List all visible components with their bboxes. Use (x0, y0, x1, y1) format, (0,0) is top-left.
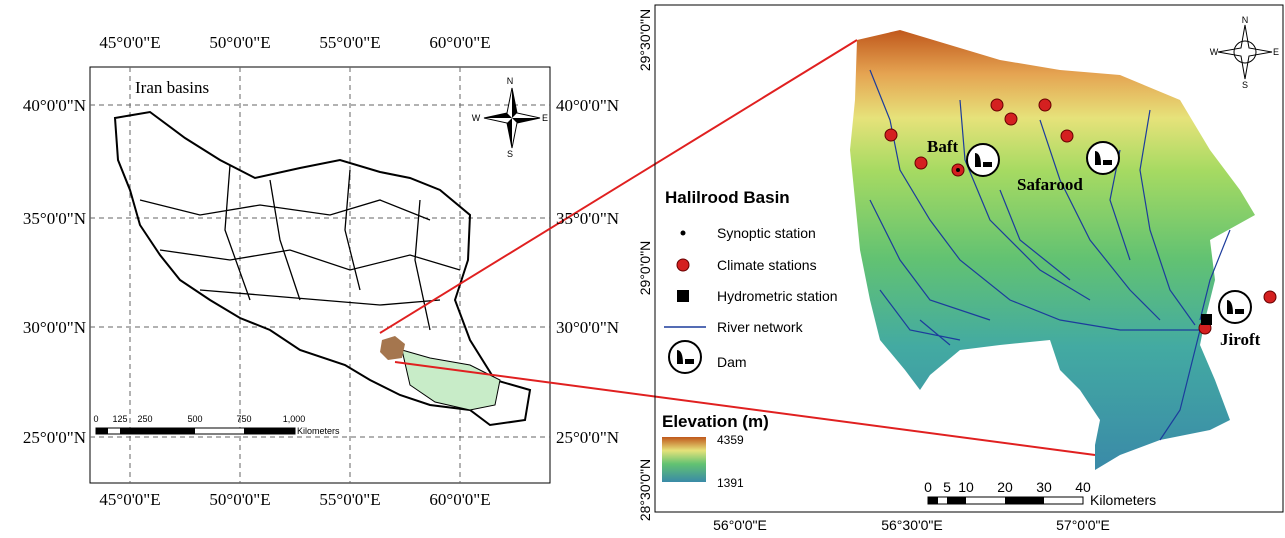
scale-segment (145, 428, 195, 434)
elevation-low: 1391 (717, 476, 744, 490)
legend-hydrometric (677, 290, 689, 302)
lat-label: 28°30'0"N (637, 459, 653, 521)
scale-label: 40 (1075, 479, 1091, 495)
left-frame (90, 67, 550, 483)
scale-segment (120, 428, 145, 434)
lon-label: 56°0'0"E (713, 517, 767, 533)
lat-label: 25°0'0"N (556, 428, 619, 447)
legend-synoptic (681, 231, 686, 236)
legend-title: Halilrood Basin (665, 188, 790, 207)
climate-station (1264, 291, 1276, 303)
lon-label: 55°0'0"E (319, 33, 380, 52)
scale-segment (96, 428, 108, 434)
scale-label: 500 (187, 414, 202, 424)
dam-icon (967, 144, 999, 176)
climate-station (915, 157, 927, 169)
lon-label: 50°0'0"E (209, 490, 270, 509)
place-label: Baft (927, 137, 959, 156)
lon-label: 45°0'0"E (99, 490, 160, 509)
legend-label: Dam (717, 354, 747, 370)
lat-label: 30°0'0"N (556, 318, 619, 337)
scale-label: 30 (1036, 479, 1052, 495)
dam-icon (1087, 142, 1119, 174)
scale-label: 5 (943, 479, 951, 495)
elevation-high: 4359 (717, 433, 744, 447)
lat-label: 25°0'0"N (23, 428, 86, 447)
legend-label: River network (717, 319, 804, 335)
dam-icon (1219, 291, 1251, 323)
dem-basin (850, 30, 1255, 470)
scale-label: 250 (137, 414, 152, 424)
compass-n: N (507, 76, 514, 86)
legend-climate (677, 259, 689, 271)
compass-w: W (1210, 47, 1219, 57)
compass-s: S (507, 149, 513, 159)
compass-e: E (542, 113, 548, 123)
left-scale-unit: Kilometers (297, 426, 340, 436)
compass-w: W (472, 113, 481, 123)
lon-label: 60°0'0"E (429, 490, 490, 509)
legend-label: Synoptic station (717, 225, 816, 241)
lon-label: 57°0'0"E (1056, 517, 1110, 533)
right-compass (1218, 25, 1272, 79)
elevation-title: Elevation (m) (662, 412, 769, 431)
lon-label: 56°30'0"E (881, 517, 943, 533)
right-scale-unit: Kilometers (1090, 492, 1156, 508)
scale-label: 1,000 (283, 414, 306, 424)
scale-segment (947, 497, 966, 504)
dam-icon (669, 341, 701, 373)
climate-station (991, 99, 1003, 111)
scale-label: 10 (958, 479, 974, 495)
climate-station (1061, 130, 1073, 142)
place-label: Safarood (1017, 175, 1083, 194)
scale-segment (244, 428, 295, 434)
lat-label: 35°0'0"N (23, 209, 86, 228)
legend-label: Climate stations (717, 257, 817, 273)
climate-station (1039, 99, 1051, 111)
lat-label: 29°30'0"N (637, 9, 653, 71)
scale-label: 0 (93, 414, 98, 424)
lat-label: 40°0'0"N (23, 96, 86, 115)
lat-label: 30°0'0"N (23, 318, 86, 337)
scale-label: 0 (924, 479, 932, 495)
lat-label: 29°0'0"N (637, 241, 653, 296)
scale-segment (928, 497, 938, 504)
left-title: Iran basins (135, 78, 209, 97)
lat-label: 35°0'0"N (556, 209, 619, 228)
lon-label: 45°0'0"E (99, 33, 160, 52)
lon-label: 50°0'0"E (209, 33, 270, 52)
climate-station (885, 129, 897, 141)
scale-label: 20 (997, 479, 1013, 495)
scale-label: 750 (236, 414, 251, 424)
lon-label: 55°0'0"E (319, 490, 380, 509)
hydrometric-station (1201, 314, 1212, 325)
lat-label: 40°0'0"N (556, 96, 619, 115)
climate-station (1005, 113, 1017, 125)
compass-n: N (1242, 15, 1249, 25)
page: { "left_map": { "title": "Iran basins", … (0, 0, 1285, 538)
compass-s: S (1242, 80, 1248, 90)
place-label: Jiroft (1220, 330, 1261, 349)
lon-label: 60°0'0"E (429, 33, 490, 52)
scale-label: 125 (112, 414, 127, 424)
legend-label: Hydrometric station (717, 288, 838, 304)
figure: Iran basins N S E W Kilometers N S E W B… (0, 0, 1285, 538)
compass-e: E (1273, 47, 1279, 57)
scale-segment (1005, 497, 1044, 504)
synoptic-station (956, 168, 960, 172)
elevation-ramp (662, 437, 706, 482)
